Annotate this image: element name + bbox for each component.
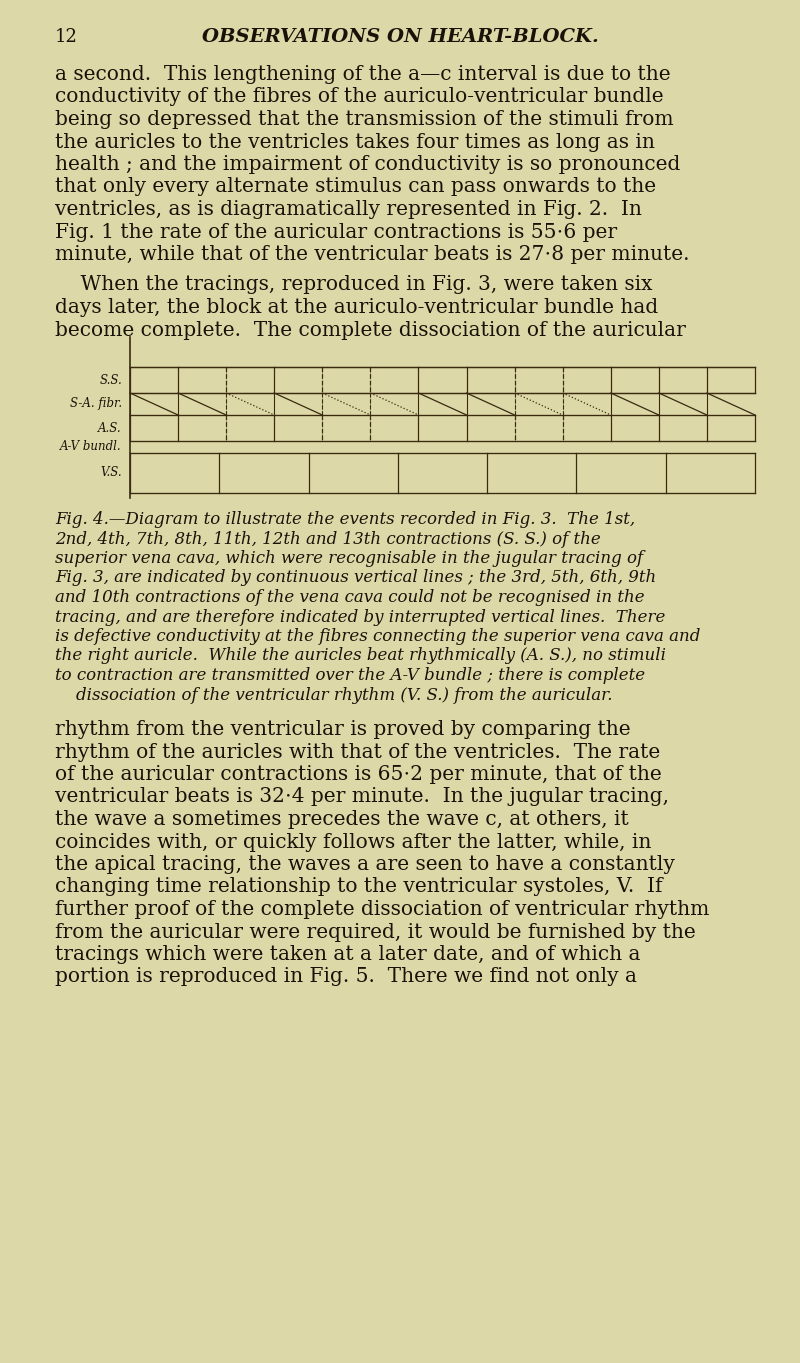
Text: When the tracings, reproduced in Fig. 3, were taken six: When the tracings, reproduced in Fig. 3,… (55, 275, 653, 294)
Text: ventricles, as is diagramatically represented in Fig. 2.  In: ventricles, as is diagramatically repres… (55, 200, 642, 219)
Text: being so depressed that the transmission of the stimuli from: being so depressed that the transmission… (55, 110, 674, 129)
Text: from the auricular were required, it would be furnished by the: from the auricular were required, it wou… (55, 923, 696, 942)
Text: and 10th contractions of the vena cava could not be recognised in the: and 10th contractions of the vena cava c… (55, 589, 645, 607)
Text: rhythm from the ventricular is proved by comparing the: rhythm from the ventricular is proved by… (55, 720, 630, 739)
Text: superior vena cava, which were recognisable in the jugular tracing of: superior vena cava, which were recognisa… (55, 551, 643, 567)
Text: changing time relationship to the ventricular systoles, V.  If: changing time relationship to the ventri… (55, 878, 662, 897)
Text: the auricles to the ventricles takes four times as long as in: the auricles to the ventricles takes fou… (55, 132, 655, 151)
Text: of the auricular contractions is 65⋅2 per minute, that of the: of the auricular contractions is 65⋅2 pe… (55, 765, 662, 784)
Text: ventricular beats is 32⋅4 per minute.  In the jugular tracing,: ventricular beats is 32⋅4 per minute. In… (55, 788, 669, 807)
Text: A-V bundl.: A-V bundl. (60, 440, 122, 454)
Text: the wave a sometimes precedes the wave c, at others, it: the wave a sometimes precedes the wave c… (55, 810, 629, 829)
Text: Fig. 3, are indicated by continuous vertical lines ; the 3rd, 5th, 6th, 9th: Fig. 3, are indicated by continuous vert… (55, 570, 656, 586)
Text: rhythm of the auricles with that of the ventricles.  The rate: rhythm of the auricles with that of the … (55, 743, 660, 762)
Text: dissociation of the ventricular rhythm (V. S.) from the auricular.: dissociation of the ventricular rhythm (… (55, 687, 613, 703)
Text: the apical tracing, the waves a are seen to have a constantly: the apical tracing, the waves a are seen… (55, 855, 675, 874)
Text: days later, the block at the auriculo-ventricular bundle had: days later, the block at the auriculo-ve… (55, 298, 658, 318)
Text: V.S.: V.S. (100, 466, 122, 480)
Text: further proof of the complete dissociation of ventricular rhythm: further proof of the complete dissociati… (55, 900, 710, 919)
Text: conductivity of the fibres of the auriculo-ventricular bundle: conductivity of the fibres of the auricu… (55, 87, 664, 106)
Text: tracing, and are therefore indicated by interrupted vertical lines.  There: tracing, and are therefore indicated by … (55, 608, 666, 626)
Text: 2nd, 4th, 7th, 8th, 11th, 12th and 13th contractions (S. S.) of the: 2nd, 4th, 7th, 8th, 11th, 12th and 13th … (55, 530, 601, 548)
Text: a second.  This lengthening of the a—c interval is due to the: a second. This lengthening of the a—c in… (55, 65, 670, 85)
Text: become complete.  The complete dissociation of the auricular: become complete. The complete dissociati… (55, 320, 686, 339)
Text: tracings which were taken at a later date, and of which a: tracings which were taken at a later dat… (55, 945, 641, 964)
Text: 12: 12 (55, 29, 78, 46)
Text: S.S.: S.S. (99, 373, 122, 387)
Text: A.S.: A.S. (98, 421, 122, 435)
Text: portion is reproduced in Fig. 5.  There we find not only a: portion is reproduced in Fig. 5. There w… (55, 968, 637, 987)
Text: Fig. 1 the rate of the auricular contractions is 55⋅6 per: Fig. 1 the rate of the auricular contrac… (55, 222, 617, 241)
Text: the right auricle.  While the auricles beat rhythmically (A. S.), no stimuli: the right auricle. While the auricles be… (55, 647, 666, 665)
Text: minute, while that of the ventricular beats is 27⋅8 per minute.: minute, while that of the ventricular be… (55, 245, 690, 264)
Text: to contraction are transmitted over the A-V bundle ; there is complete: to contraction are transmitted over the … (55, 667, 645, 684)
Text: health ; and the impairment of conductivity is so pronounced: health ; and the impairment of conductiv… (55, 155, 680, 174)
Text: S-A. fibr.: S-A. fibr. (70, 398, 122, 410)
Text: is defective conductivity at the fibres connecting the superior vena cava and: is defective conductivity at the fibres … (55, 628, 700, 645)
Text: coincides with, or quickly follows after the latter, while, in: coincides with, or quickly follows after… (55, 833, 651, 852)
Text: that only every alternate stimulus can pass onwards to the: that only every alternate stimulus can p… (55, 177, 656, 196)
Text: Fig. 4.—Diagram to illustrate the events recorded in Fig. 3.  The 1st,: Fig. 4.—Diagram to illustrate the events… (55, 511, 635, 527)
Text: OBSERVATIONS ON HEART-BLOCK.: OBSERVATIONS ON HEART-BLOCK. (202, 29, 598, 46)
